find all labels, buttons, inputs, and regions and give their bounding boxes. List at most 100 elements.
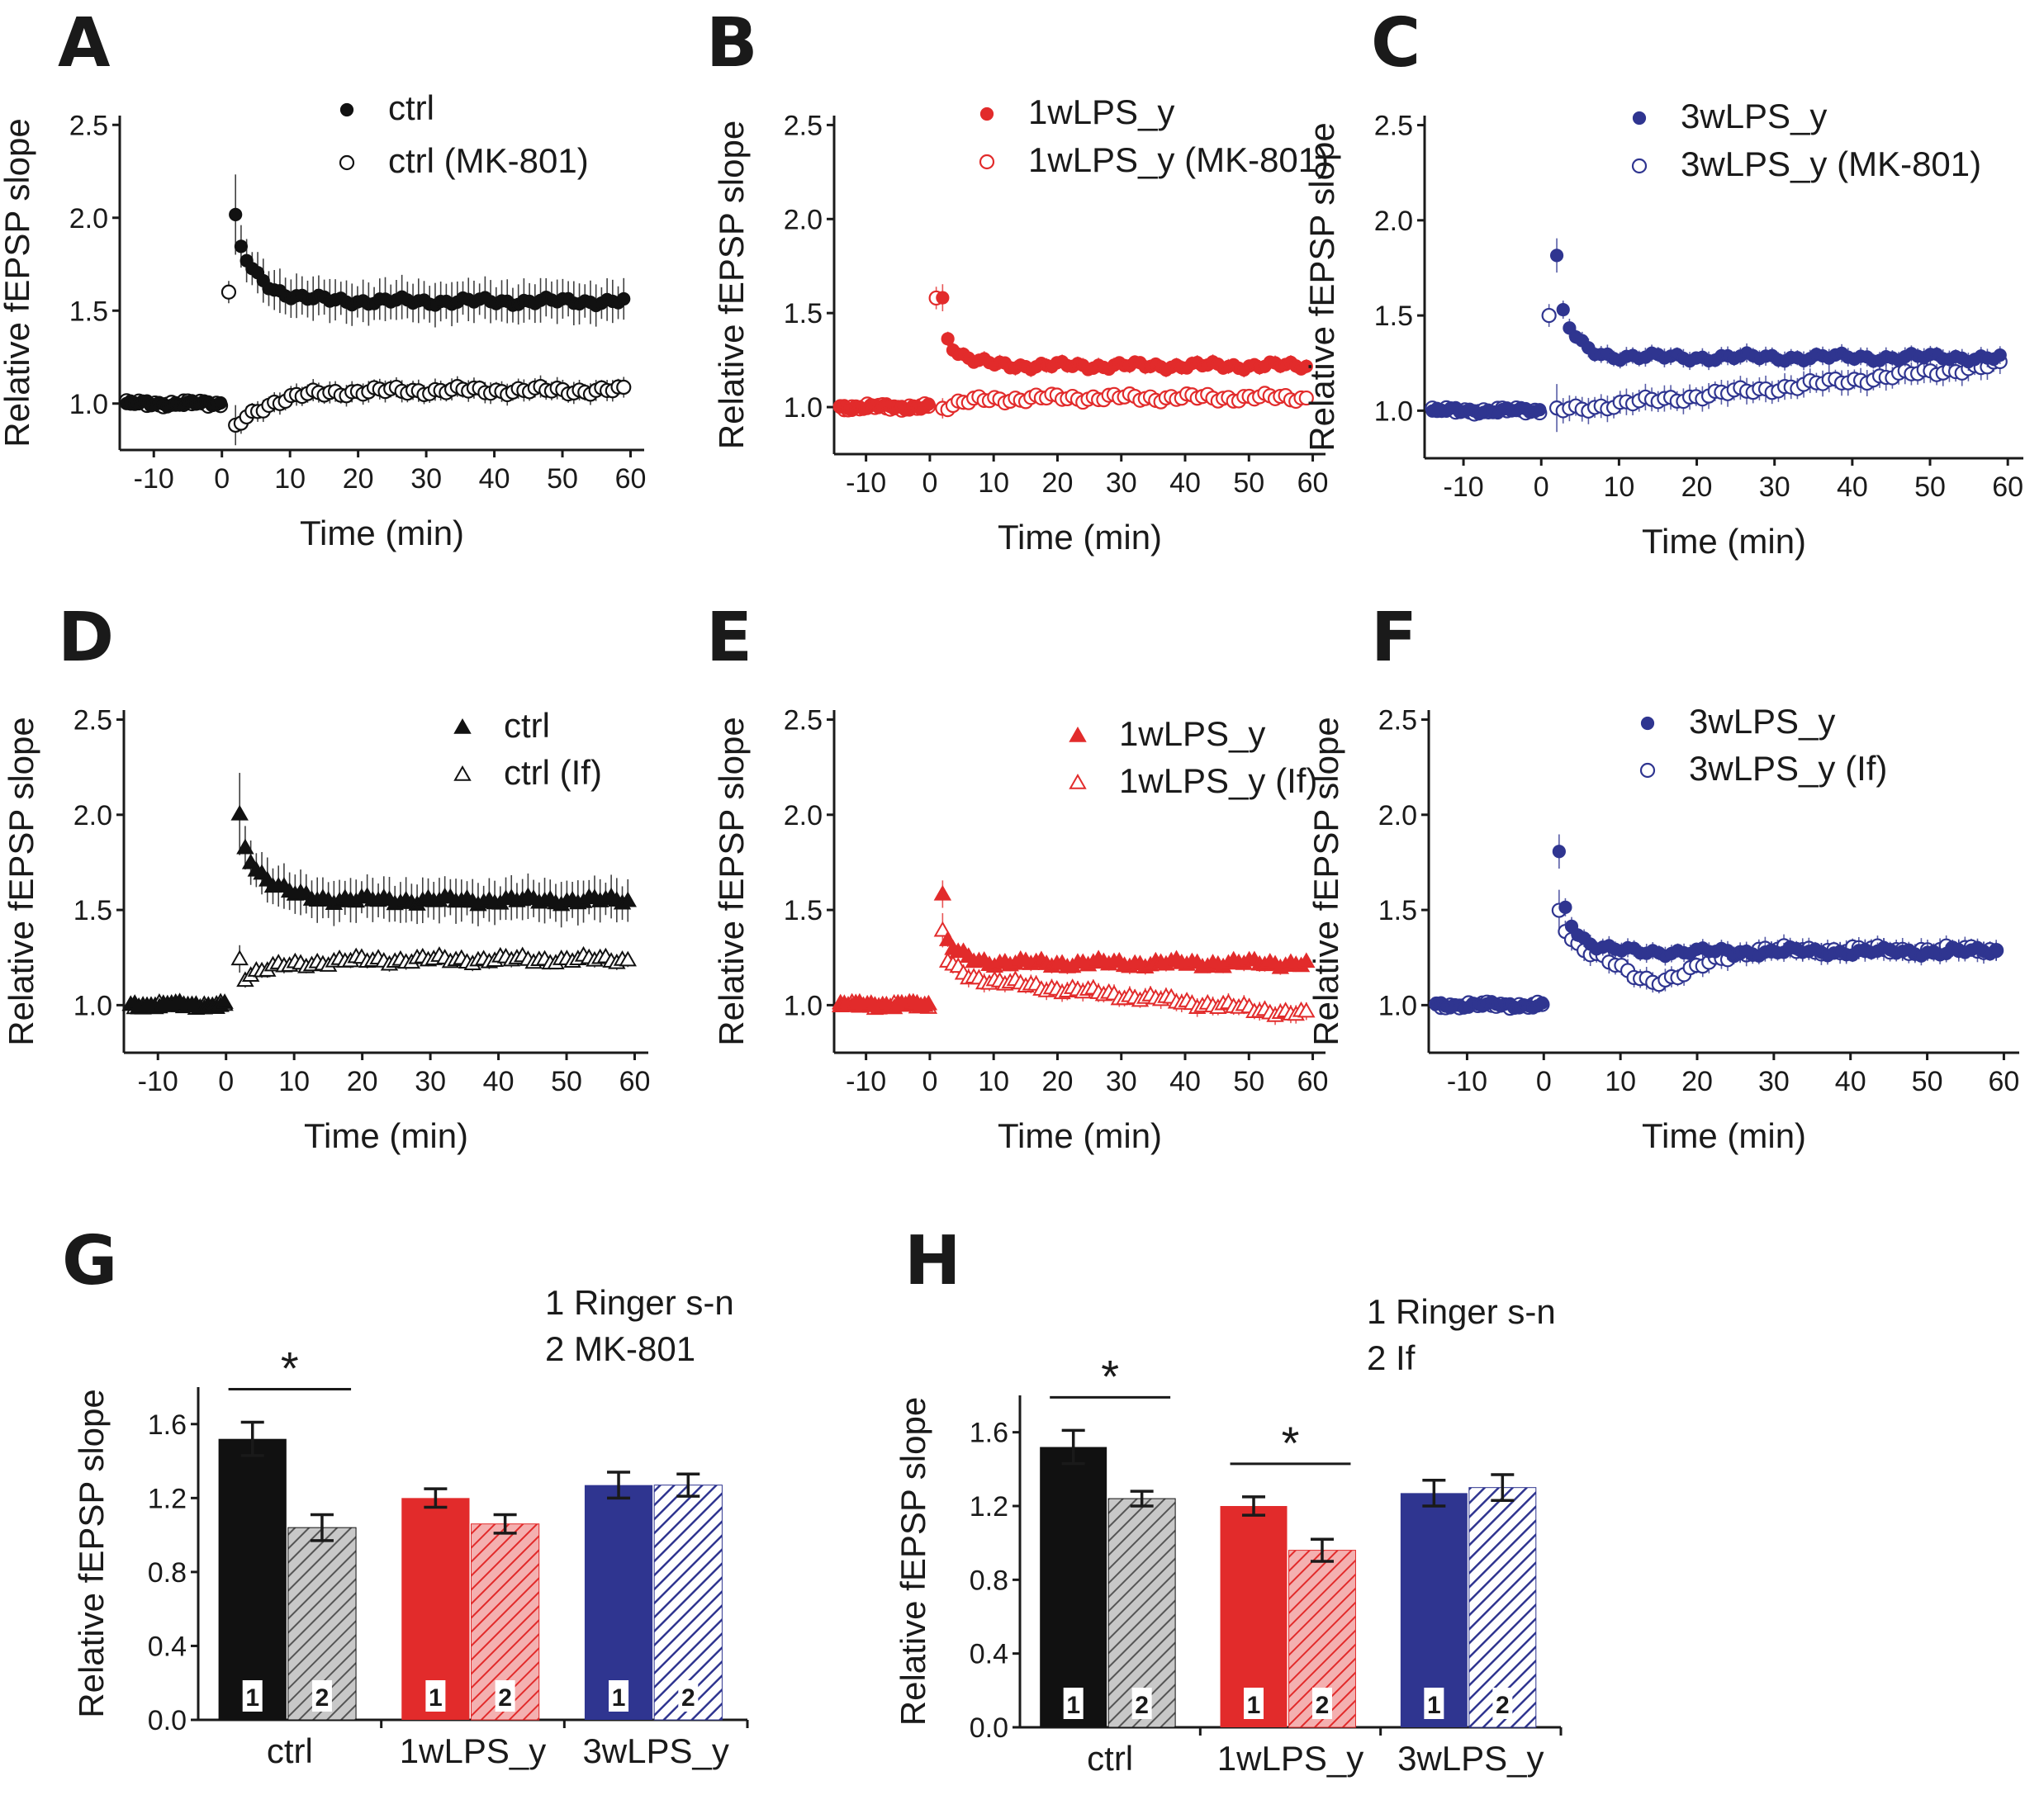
x-tick-label: 30 bbox=[1759, 471, 1790, 503]
bar-number: 1 bbox=[1427, 1692, 1441, 1719]
legend-marker bbox=[1069, 726, 1087, 742]
x-tick-label: -10 bbox=[846, 1066, 886, 1097]
y-tick-label: 2.0 bbox=[74, 800, 112, 831]
x-tick-label: 40 bbox=[1837, 471, 1868, 503]
legend-label: 3wLPS_y bbox=[1681, 97, 1827, 135]
y-axis-label: Relative fEPSP slope bbox=[1302, 122, 1341, 451]
x-axis-label: Time (min) bbox=[304, 1116, 468, 1155]
y-tick-label: 2.5 bbox=[1378, 705, 1417, 736]
x-tick-label: 20 bbox=[1042, 1066, 1074, 1097]
legend-marker bbox=[453, 765, 472, 781]
bar-number: 1 bbox=[1066, 1692, 1080, 1719]
bar-number: 2 bbox=[681, 1684, 695, 1712]
x-tick-label: 30 bbox=[415, 1066, 446, 1097]
legend-label: 1wLPS_y bbox=[1119, 714, 1265, 753]
panel-a: A 1.0 1.5 2.0 2.5 Relative fEPSP slope -10 0 10 2… bbox=[0, 4, 646, 552]
x-tick-label: 10 bbox=[1603, 471, 1634, 503]
y-tick-label: 1.2 bbox=[970, 1491, 1008, 1523]
x-tick-label: -10 bbox=[846, 467, 886, 499]
y-tick-label: 2.0 bbox=[784, 800, 823, 831]
y-tick-label: 1.6 bbox=[970, 1418, 1008, 1449]
y-axis-label: Relative fEPSP slope bbox=[1307, 717, 1345, 1045]
x-tick-label: 0 bbox=[922, 1066, 937, 1097]
y-tick-label: 2.5 bbox=[1374, 111, 1413, 142]
y-tick-label: 2.5 bbox=[69, 110, 108, 141]
data-point bbox=[1297, 1002, 1316, 1018]
panel-letter: E bbox=[706, 599, 752, 677]
x-tick-label: -10 bbox=[138, 1066, 178, 1097]
bar-number-box bbox=[425, 1680, 446, 1712]
y-tick-label: 1.0 bbox=[69, 389, 108, 420]
significance-star: * bbox=[1101, 1350, 1119, 1402]
x-tick-label: 10 bbox=[274, 463, 306, 495]
bar-number-box bbox=[495, 1680, 515, 1712]
x-tick-label: 50 bbox=[551, 1066, 582, 1097]
panel-g: G 0.0 0.4 0.8 1.2 1.6 Relative fEPSP slope ctrl… bbox=[62, 1222, 749, 1770]
data-point bbox=[922, 397, 936, 411]
legend-label: 1wLPS_y (If) bbox=[1119, 761, 1317, 800]
x-tick-label: 40 bbox=[479, 463, 510, 495]
x-tick-label: 10 bbox=[978, 1066, 1009, 1097]
data-point bbox=[1989, 945, 2004, 959]
legend-label: 3wLPS_y (MK-801) bbox=[1681, 144, 1981, 183]
x-tick-label: 0 bbox=[218, 1066, 234, 1097]
data-point bbox=[933, 884, 952, 901]
category-label: ctrl bbox=[1087, 1739, 1133, 1778]
category-label: 1wLPS_y bbox=[1217, 1739, 1363, 1778]
y-tick-label: 1.5 bbox=[1378, 895, 1417, 926]
legend-marker bbox=[1640, 716, 1655, 731]
panel-e: E 1.0 1.5 2.0 2.5 Relative fEPSP slope -10 0 10 2… bbox=[706, 599, 1328, 1155]
y-tick-label: 1.5 bbox=[784, 895, 823, 926]
legend-label: 3wLPS_y (If) bbox=[1689, 749, 1887, 788]
y-tick-label: 1.0 bbox=[1374, 395, 1413, 427]
legend-label: ctrl (MK-801) bbox=[388, 141, 589, 180]
category-label: ctrl bbox=[267, 1731, 313, 1770]
series-1wlps-y-mk-801- bbox=[832, 287, 1314, 419]
x-tick-label: 60 bbox=[1297, 467, 1329, 499]
data-point bbox=[619, 891, 637, 907]
bar-number: 2 bbox=[315, 1684, 330, 1712]
bar-number-box bbox=[1063, 1688, 1084, 1719]
x-tick-label: 60 bbox=[1992, 471, 2023, 503]
x-tick-label: 20 bbox=[343, 463, 374, 495]
x-axis-label: Time (min) bbox=[998, 518, 1162, 556]
y-tick-label: 1.5 bbox=[1374, 301, 1413, 332]
x-axis-label: Time (min) bbox=[1642, 522, 1806, 561]
data-point bbox=[617, 291, 631, 306]
y-tick-label: 2.0 bbox=[784, 204, 823, 235]
panel-letter: B bbox=[706, 4, 758, 83]
y-tick-label: 0.0 bbox=[970, 1712, 1008, 1744]
legend-label: ctrl bbox=[388, 88, 434, 127]
x-tick-label: 50 bbox=[1914, 471, 1946, 503]
bar-number: 1 bbox=[429, 1684, 443, 1712]
x-tick-label: 60 bbox=[615, 463, 647, 495]
data-point bbox=[1993, 348, 2007, 362]
legend-marker bbox=[1639, 762, 1656, 779]
y-tick-label: 1.0 bbox=[784, 990, 823, 1021]
x-tick-label: 30 bbox=[410, 463, 442, 495]
legend-marker bbox=[1069, 773, 1087, 789]
y-tick-label: 2.0 bbox=[1378, 800, 1417, 831]
y-axis-label: Relative fEPSP slope bbox=[0, 118, 36, 447]
legend-label: 1 Ringer s-n bbox=[545, 1283, 734, 1322]
legend-label: 1 Ringer s-n bbox=[1367, 1292, 1556, 1331]
panel-letter: D bbox=[58, 599, 114, 677]
bar-number-box bbox=[311, 1680, 332, 1712]
x-tick-label: -10 bbox=[134, 463, 174, 495]
data-point bbox=[1299, 359, 1313, 373]
x-tick-label: 40 bbox=[1169, 467, 1201, 499]
x-tick-label: 50 bbox=[1233, 1066, 1264, 1097]
y-tick-label: 1.5 bbox=[74, 895, 112, 926]
y-tick-label: 2.0 bbox=[69, 203, 108, 234]
x-tick-label: 60 bbox=[619, 1066, 651, 1097]
bar-number: 1 bbox=[1247, 1692, 1261, 1719]
bar-number-box bbox=[609, 1680, 629, 1712]
bar-number-box bbox=[1244, 1688, 1264, 1719]
y-tick-label: 2.0 bbox=[1374, 206, 1413, 237]
data-point bbox=[1541, 307, 1557, 324]
y-tick-label: 2.5 bbox=[784, 705, 823, 736]
legend-marker bbox=[339, 102, 354, 117]
bar-number-box bbox=[678, 1680, 699, 1712]
y-tick-label: 0.8 bbox=[970, 1565, 1008, 1596]
y-tick-label: 0.0 bbox=[148, 1705, 187, 1736]
